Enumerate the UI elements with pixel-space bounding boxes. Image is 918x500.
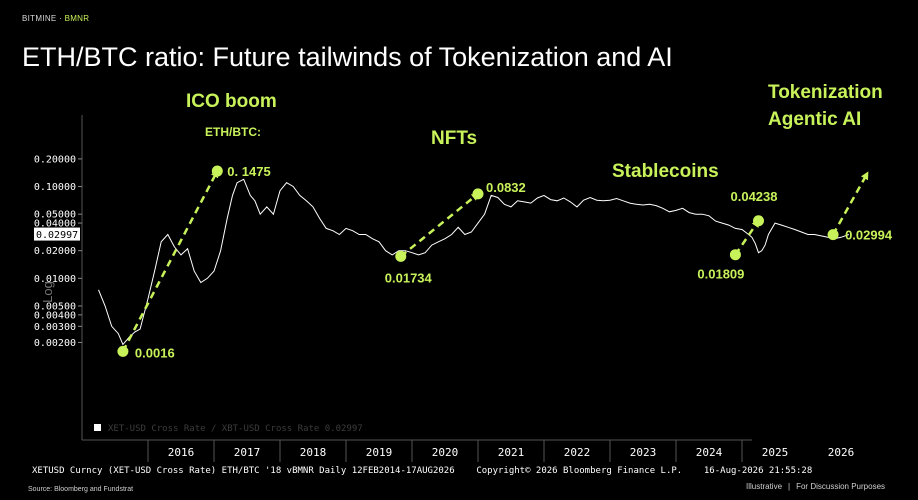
illustrative-label: Illustrative [746,482,783,491]
x-tick-label: 2026 [828,446,855,459]
x-tick-label: 2017 [234,446,261,459]
highlight-value-label: 0.0016 [135,345,175,360]
annotation-ethbtc: ETH/BTC: [205,125,261,139]
trend-arrow-future [831,171,869,236]
y-tick-label: 0.05000 [34,210,76,221]
disclaimer-separator: | [788,482,791,491]
x-tick-label: 2016 [168,446,195,459]
highlight-value-label: 0. 1475 [227,164,270,179]
brand-ticker: BMNR [64,14,90,23]
highlight-value-label: 0.0832 [486,180,526,195]
highlight-dot [753,215,764,227]
trend-arrow [734,219,760,256]
last-price-box [34,227,80,241]
trend-arrow [121,169,219,352]
x-tick-label: 2025 [762,446,789,459]
x-tick-label: 2020 [432,446,459,459]
plot-frame [81,115,752,441]
annotation-ico-boom: ICO boom [186,91,277,112]
y-tick-label: 0.20000 [34,154,76,165]
x-tick-label: 2024 [696,446,723,459]
highlight-dot [729,249,741,261]
disclaimer: Illustrative | For Discussion Purposes [746,482,885,491]
y-tick-label: 0.02000 [34,246,76,257]
annotation-agentic-ai: Agentic AI [768,109,861,130]
y-axis-label: Log [40,281,55,303]
y-tick-label: 0.10000 [34,182,76,193]
bloomberg-footer: XETUSD Curncy (XET-USD Cross Rate) ETH/B… [32,466,813,476]
y-tick-label: 0.01000 [34,274,76,285]
highlight-dot [117,345,129,357]
last-price-label: 0.02997 [36,230,78,241]
legend-swatch [94,424,101,431]
annotation-tokenization: Tokenization [768,82,883,103]
last-price-tag: 0.02997 [34,227,80,241]
annotations: ICO boom ETH/BTC: NFTs Stablecoins Token… [186,82,883,182]
source-note: Source: Bloomberg and Fundstrat [28,486,134,493]
x-tick-label: 2019 [366,446,393,459]
page-title: ETH/BTC ratio: Future tailwinds of Token… [22,42,673,72]
legend-text: XET-USD Cross Rate / XBT-USD Cross Rate … [108,424,363,434]
brand-name: BITMINE [22,14,57,23]
trend-arrow [399,192,480,258]
highlight-markers: 0.0016 0. 1475 0.01734 0.0832 0.01809 0.04238… [117,164,893,360]
x-tick-label: 2018 [300,446,327,459]
highlight-dot [211,165,223,177]
highlight-dot [472,188,484,200]
annotation-nfts: NFTs [431,128,477,149]
discussion-label: For Discussion Purposes [796,482,886,491]
series-line-eth-btc [98,178,850,346]
x-tick-label: 2022 [564,446,591,459]
highlight-value-label: 0.01809 [697,267,744,282]
highlight-value-label: 0.02994 [845,228,893,243]
x-tick-label: 2023 [630,446,657,459]
annotation-stablecoins: Stablecoins [612,161,719,182]
highlight-value-label: 0.04238 [731,189,778,204]
y-tick-label: 0.00300 [34,322,76,333]
x-tick-label: 2021 [498,446,525,459]
legend: XET-USD Cross Rate / XBT-USD Cross Rate … [94,424,363,434]
x-axis-ticks: 2016 2017 2018 2019 2020 2021 2022 2023 2024 2025… [147,440,855,462]
highlight-value-label: 0.01734 [385,270,433,285]
y-tick-label: 0.00200 [34,338,76,349]
highlight-dot [395,250,407,262]
trend-arrows [121,169,869,352]
y-tick-label: 0.00400 [34,310,76,321]
y-tick-label: 0.04000 [34,219,76,230]
y-tick-label: 0.00500 [34,301,76,312]
brand-separator: · [59,14,63,23]
brand-header: BITMINE · BMNR [22,14,89,23]
highlight-dot [827,229,839,241]
